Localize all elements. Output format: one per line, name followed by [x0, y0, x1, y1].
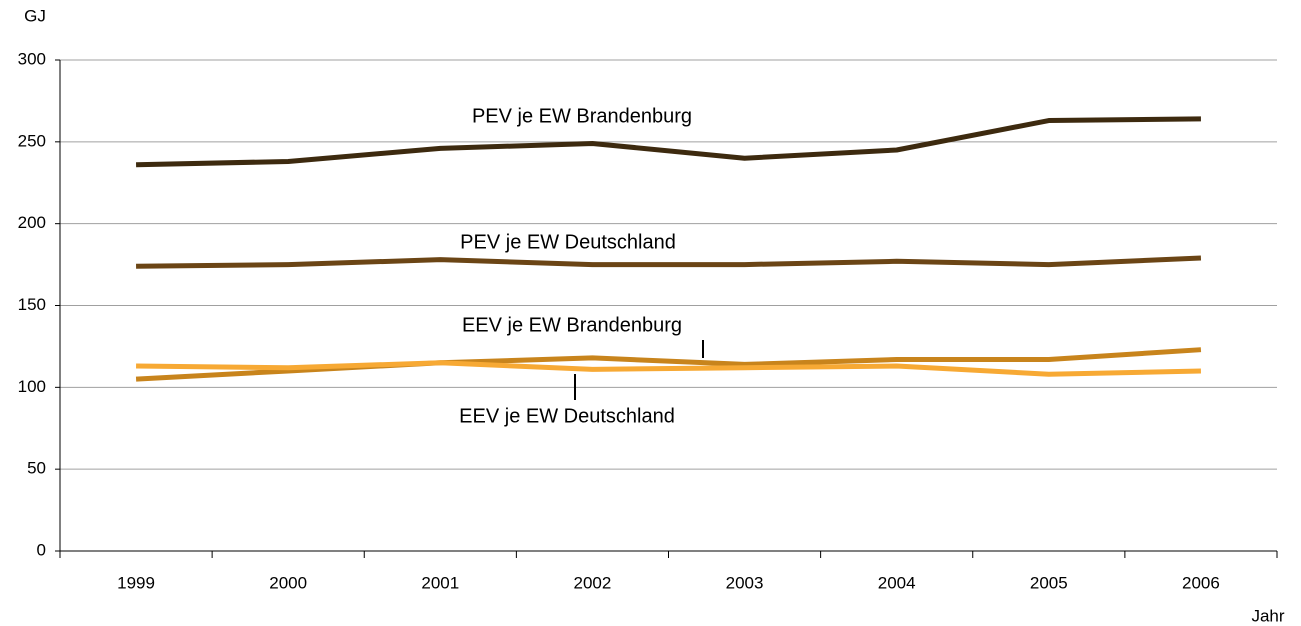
- y-tick-label: 250: [18, 131, 46, 150]
- x-tick-label: 2005: [1030, 573, 1068, 592]
- x-axis-title: Jahr: [1251, 606, 1284, 625]
- y-tick-label: 150: [18, 295, 46, 314]
- series-label: PEV je EW Deutschland: [460, 231, 676, 253]
- series-label: EEV je EW Brandenburg: [462, 314, 682, 336]
- series-line: [136, 360, 1201, 377]
- y-tick-label: 100: [18, 377, 46, 396]
- x-tick-label: 2006: [1182, 573, 1220, 592]
- y-tick-label: 300: [18, 49, 46, 68]
- y-axis-title: GJ: [24, 6, 46, 25]
- x-tick-label: 2002: [574, 573, 612, 592]
- series-line: [136, 116, 1201, 168]
- series-label: PEV je EW Brandenburg: [472, 105, 692, 127]
- series-label: EEV je EW Deutschland: [459, 405, 675, 427]
- y-tick-label: 50: [27, 459, 46, 478]
- series-line: [136, 255, 1202, 269]
- series-line: [135, 347, 1202, 382]
- y-tick-label: 200: [18, 213, 46, 232]
- x-tick-label: 1999: [117, 573, 155, 592]
- x-tick-label: 2003: [726, 573, 764, 592]
- x-tick-label: 2000: [269, 573, 307, 592]
- x-tick-label: 2004: [878, 573, 916, 592]
- y-tick-label: 0: [37, 540, 46, 559]
- x-tick-label: 2001: [421, 573, 459, 592]
